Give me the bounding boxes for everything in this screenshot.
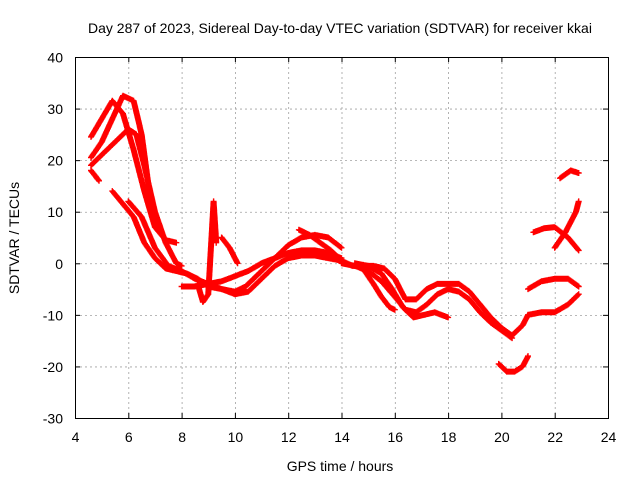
series-markers (194, 198, 220, 305)
series-S (557, 167, 582, 182)
series-markers (218, 234, 241, 267)
y-tick-label: 20 (47, 153, 63, 169)
series-markers (88, 126, 185, 269)
chart-title: Day 287 of 2023, Sidereal Day-to-day VTE… (88, 20, 592, 36)
x-tick-label: 16 (388, 429, 404, 445)
x-tick-label: 8 (178, 429, 186, 445)
x-tick-label: 22 (547, 429, 563, 445)
y-tick-label: 10 (47, 204, 63, 220)
series-I (218, 234, 241, 267)
y-tick-label: -10 (43, 307, 63, 323)
x-tick-label: 10 (228, 429, 244, 445)
series-markers (88, 167, 102, 184)
x-tick-label: 6 (125, 429, 133, 445)
axis-ticks: 4 6 8 10 12 14 16 18 20 22 24 -30 -20 -10 0 10 20 30 40 (43, 50, 617, 446)
series-markers (359, 265, 398, 313)
y-tick-label: 30 (47, 101, 63, 117)
x-tick-label: 20 (494, 429, 510, 445)
series-R (551, 198, 582, 251)
x-tick-label: 18 (441, 429, 457, 445)
series-markers (557, 167, 582, 182)
x-axis-label: GPS time / hours (287, 458, 394, 474)
grid (75, 57, 608, 418)
y-tick-label: 0 (55, 256, 63, 272)
x-tick-label: 24 (601, 429, 617, 445)
y-axis-label: SDTVAR / TECUs (6, 182, 22, 294)
y-tick-label: -30 (43, 411, 63, 427)
data-marks (88, 92, 582, 375)
series-markers (525, 275, 582, 293)
series-J (295, 226, 531, 339)
series-H (194, 198, 220, 305)
series-markers (351, 260, 452, 321)
series-C (88, 126, 185, 269)
series-O (525, 275, 582, 293)
series-markers (495, 353, 531, 375)
series-D (88, 167, 102, 184)
y-tick-label: -20 (43, 359, 63, 375)
x-tick-label: 4 (72, 429, 80, 445)
x-tick-label: 12 (281, 429, 297, 445)
series-L (351, 260, 452, 321)
x-tick-label: 14 (334, 429, 350, 445)
series-markers (525, 291, 582, 318)
series-M (359, 265, 398, 313)
series-P (525, 291, 582, 318)
series-markers (295, 226, 531, 339)
series-N (495, 353, 531, 375)
y-tick-label: 40 (47, 50, 63, 66)
series-markers (551, 198, 582, 251)
